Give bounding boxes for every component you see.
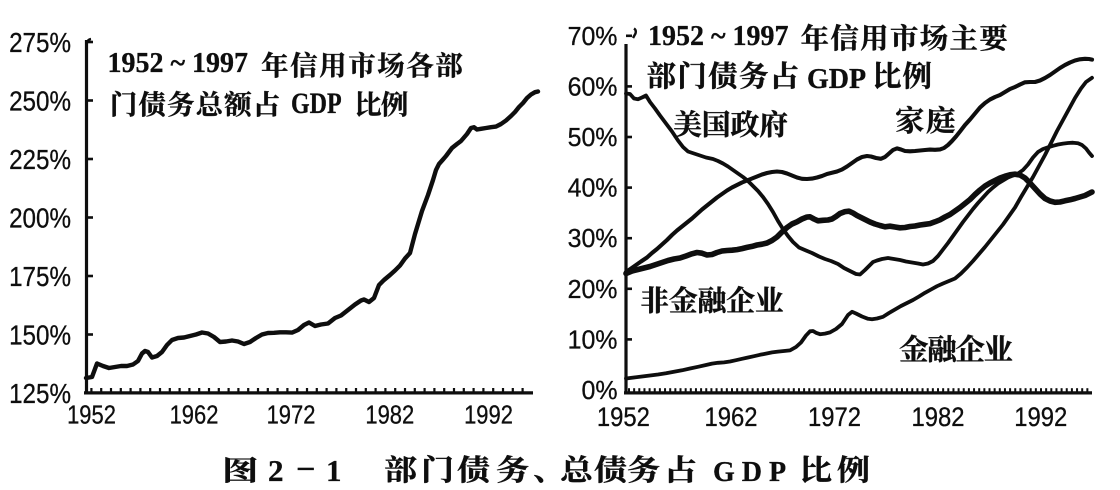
svg-text:225%: 225% — [9, 144, 71, 176]
svg-text:30%: 30% — [568, 225, 618, 254]
svg-text:1982: 1982 — [365, 401, 414, 430]
svg-text:40%: 40% — [568, 174, 618, 203]
svg-text:1992: 1992 — [1014, 403, 1067, 432]
svg-text:GDP: GDP — [713, 457, 793, 488]
svg-text:1962: 1962 — [170, 401, 219, 430]
svg-text:175%: 175% — [9, 261, 71, 293]
svg-text:125%: 125% — [9, 378, 71, 410]
svg-text:1952: 1952 — [67, 401, 116, 430]
svg-text:150%: 150% — [9, 319, 71, 351]
svg-text:1: 1 — [326, 453, 342, 488]
svg-text:1962: 1962 — [704, 403, 757, 432]
svg-text:50%: 50% — [568, 124, 618, 153]
svg-text:250%: 250% — [9, 85, 71, 117]
svg-text:GDP: GDP — [807, 64, 866, 95]
svg-text:1982: 1982 — [911, 403, 964, 432]
svg-text:0%: 0% — [581, 377, 617, 406]
svg-text:10%: 10% — [568, 326, 618, 355]
svg-text:60%: 60% — [568, 73, 618, 102]
svg-text:2: 2 — [268, 453, 284, 488]
svg-text:1972: 1972 — [808, 403, 861, 432]
svg-text:1952 ~ 1997: 1952 ~ 1997 — [108, 48, 249, 79]
svg-text:1992: 1992 — [464, 401, 513, 430]
svg-text:1952 ~ 1997: 1952 ~ 1997 — [648, 21, 789, 52]
svg-text:1952: 1952 — [597, 403, 650, 432]
svg-text:200%: 200% — [9, 202, 71, 234]
svg-text:70%: 70% — [568, 22, 618, 51]
svg-text:1972: 1972 — [267, 401, 316, 430]
svg-text:–: – — [297, 448, 314, 483]
svg-text:275%: 275% — [9, 27, 71, 59]
svg-text:20%: 20% — [568, 275, 618, 304]
svg-text:GDP: GDP — [291, 86, 342, 119]
